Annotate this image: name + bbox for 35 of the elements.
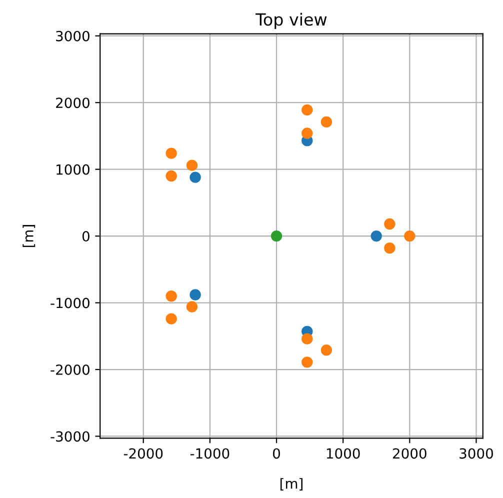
point [384,242,396,254]
point [186,301,198,312]
point [270,230,282,242]
point [186,160,198,171]
y-tick-label: -2000 [50,364,90,375]
chart-title: Top view [256,12,327,29]
x-tick-label: 1000 [326,448,360,459]
point [370,230,382,242]
point [166,148,177,159]
x-tick-label: -1000 [190,448,230,459]
point [320,116,332,128]
y-tick-label: 1000 [56,164,90,175]
point [166,313,177,324]
point [302,104,313,116]
y-tick-label: -1000 [50,298,90,308]
point [302,333,313,344]
point [190,172,201,183]
y-tick-label: -3000 [50,431,90,442]
point [166,290,177,302]
point [190,289,201,300]
y-axis-title: [m] [22,225,36,248]
y-tick-label: 0 [82,231,90,242]
x-tick-label: 0 [273,448,280,459]
point [302,128,313,139]
x-tick-label: 3000 [460,448,493,459]
point [404,230,416,242]
y-tick-label: 2000 [56,98,90,108]
point [384,218,396,230]
point [320,344,332,356]
point [302,356,313,368]
point [166,170,177,182]
x-axis-title: [m] [280,478,302,490]
x-tick-label: -2000 [124,448,163,459]
x-tick-label: 2000 [392,448,426,459]
y-tick-label: 3000 [56,30,90,42]
